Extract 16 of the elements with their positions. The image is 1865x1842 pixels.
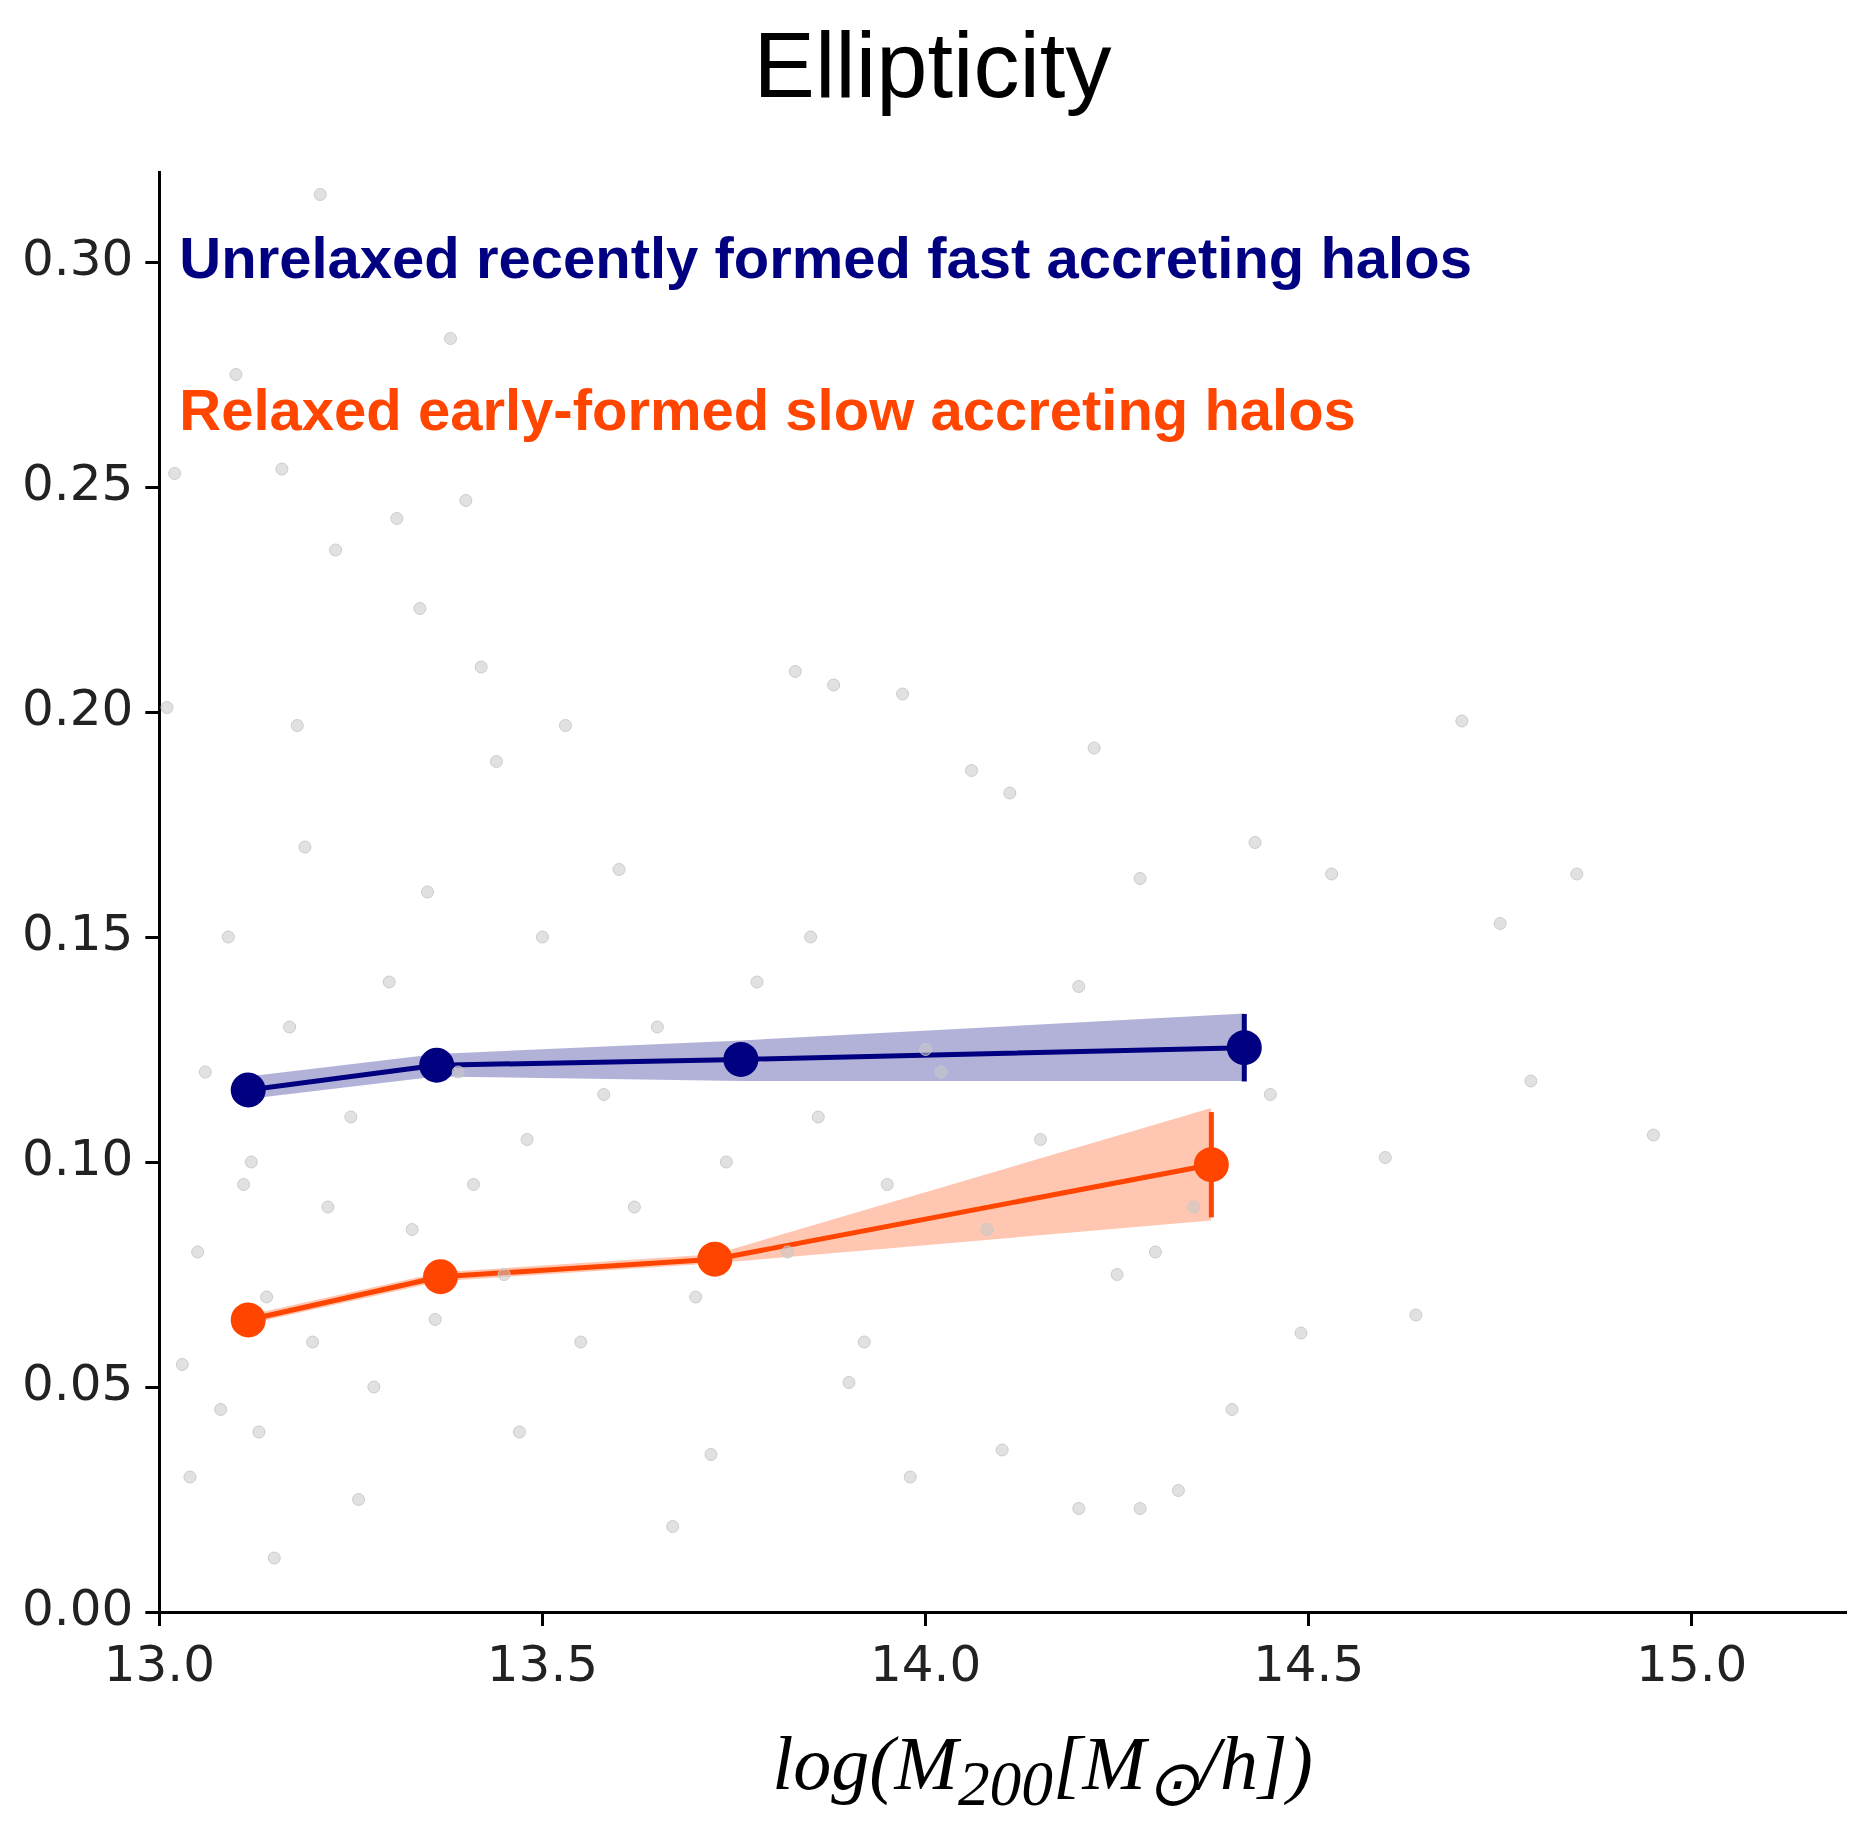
x-tick-label: 14.0 — [869, 1634, 982, 1693]
x-tick-label: 14.5 — [1252, 1634, 1365, 1693]
y-tick-label: 0.15 — [22, 903, 134, 962]
y-tick-label: 0.30 — [22, 228, 134, 287]
y-tick-label: 0.05 — [22, 1353, 134, 1412]
x-tick-label: 15.0 — [1636, 1634, 1748, 1693]
x-tick-label: 13.5 — [486, 1634, 599, 1693]
y-tick-label: 0.25 — [22, 453, 134, 512]
y-tick-label: 0.10 — [22, 1128, 134, 1187]
text: Relaxed early-formed slow accreting halos — [179, 377, 1356, 442]
y-tick-label: 0.20 — [22, 678, 134, 737]
text: Unrelaxed recently formed fast accreting halos — [179, 225, 1472, 290]
y-tick-label: 0.00 — [22, 1578, 134, 1637]
x-axis-title: log(M$_{200}$[M$_{⊙}$/h]) — [771, 1720, 1314, 1822]
x-tick-label: 13.0 — [103, 1634, 215, 1693]
chart-title: Ellipticity — [752, 13, 1113, 118]
